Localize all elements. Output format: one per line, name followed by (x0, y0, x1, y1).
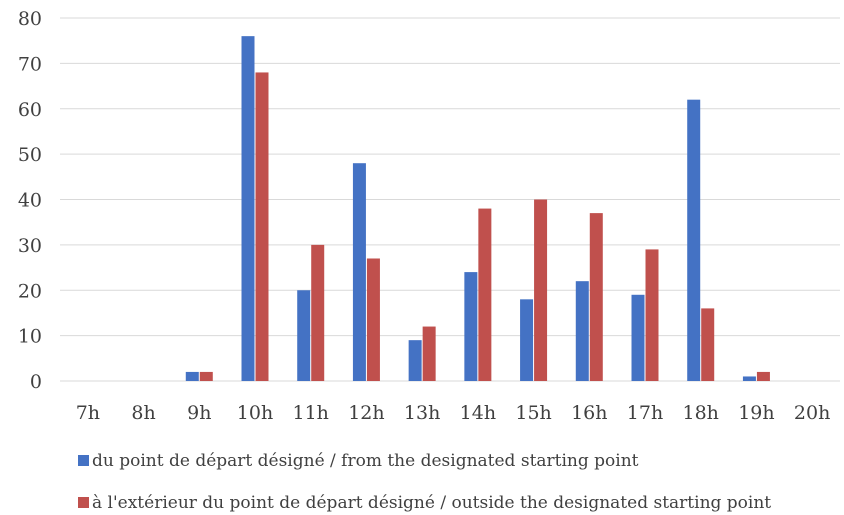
x-tick-label: 15h (515, 402, 551, 424)
bar-series-2-16h (589, 213, 603, 381)
y-tick-label: 50 (18, 144, 42, 166)
bar-series-1-9h (185, 371, 199, 381)
x-tick-label: 14h (460, 402, 496, 424)
x-tick-label: 8h (131, 402, 155, 424)
bar-series-1-14h (464, 272, 478, 381)
bars (185, 36, 770, 382)
bar-series-2-15h (534, 199, 548, 381)
legend-swatch-series-2 (78, 497, 89, 508)
bar-series-1-12h (352, 163, 366, 381)
x-tick-label: 7h (76, 402, 100, 424)
bar-series-1-13h (408, 340, 422, 381)
bar-series-1-10h (241, 36, 255, 382)
bar-series-1-19h (742, 376, 756, 381)
bar-series-2-13h (422, 326, 436, 381)
bar-series-2-9h (199, 371, 213, 381)
y-tick-label: 0 (30, 371, 42, 393)
bar-series-2-10h (255, 72, 269, 381)
bar-series-2-14h (478, 208, 492, 381)
bar-series-1-16h (575, 281, 589, 381)
bar-series-1-17h (631, 294, 645, 381)
x-tick-label: 10h (237, 402, 273, 424)
y-tick-label: 10 (18, 326, 42, 348)
x-tick-label: 17h (627, 402, 663, 424)
x-tick-label: 16h (571, 402, 607, 424)
x-axis-tick-labels: 7h 8h 9h 10h 11h 12h 13h 14h 15h 16h 17h 18h 19h 20h (76, 402, 831, 424)
bar-series-1-11h (297, 290, 311, 381)
y-tick-label: 70 (18, 53, 42, 75)
x-tick-label: 13h (404, 402, 440, 424)
x-tick-label: 19h (738, 402, 774, 424)
bar-series-1-15h (520, 299, 534, 381)
y-axis-tick-labels: 0 10 20 30 40 50 60 70 80 (18, 8, 42, 393)
bar-series-2-18h (701, 308, 715, 381)
bar-series-2-12h (366, 258, 380, 381)
gridlines (60, 17, 840, 382)
legend-label-series-1: du point de départ désigné / from the de… (92, 451, 639, 471)
x-tick-label: 20h (794, 402, 830, 424)
legend-swatch-series-1 (78, 455, 89, 466)
bar-series-1-18h (687, 99, 701, 382)
bar-series-2-17h (645, 249, 659, 381)
y-tick-label: 80 (18, 8, 42, 30)
bar-series-2-11h (311, 244, 325, 381)
y-tick-label: 20 (18, 280, 42, 302)
x-tick-label: 18h (683, 402, 719, 424)
x-tick-label: 12h (348, 402, 384, 424)
x-tick-label: 9h (187, 402, 211, 424)
y-tick-label: 60 (18, 99, 42, 121)
x-tick-label: 11h (293, 402, 329, 424)
legend-label-series-2: à l'extérieur du point de départ désigné… (92, 493, 771, 513)
bar-series-2-19h (756, 371, 770, 381)
legend: du point de départ désigné / from the de… (78, 451, 771, 513)
y-tick-label: 30 (18, 235, 42, 257)
y-tick-label: 40 (18, 190, 42, 212)
